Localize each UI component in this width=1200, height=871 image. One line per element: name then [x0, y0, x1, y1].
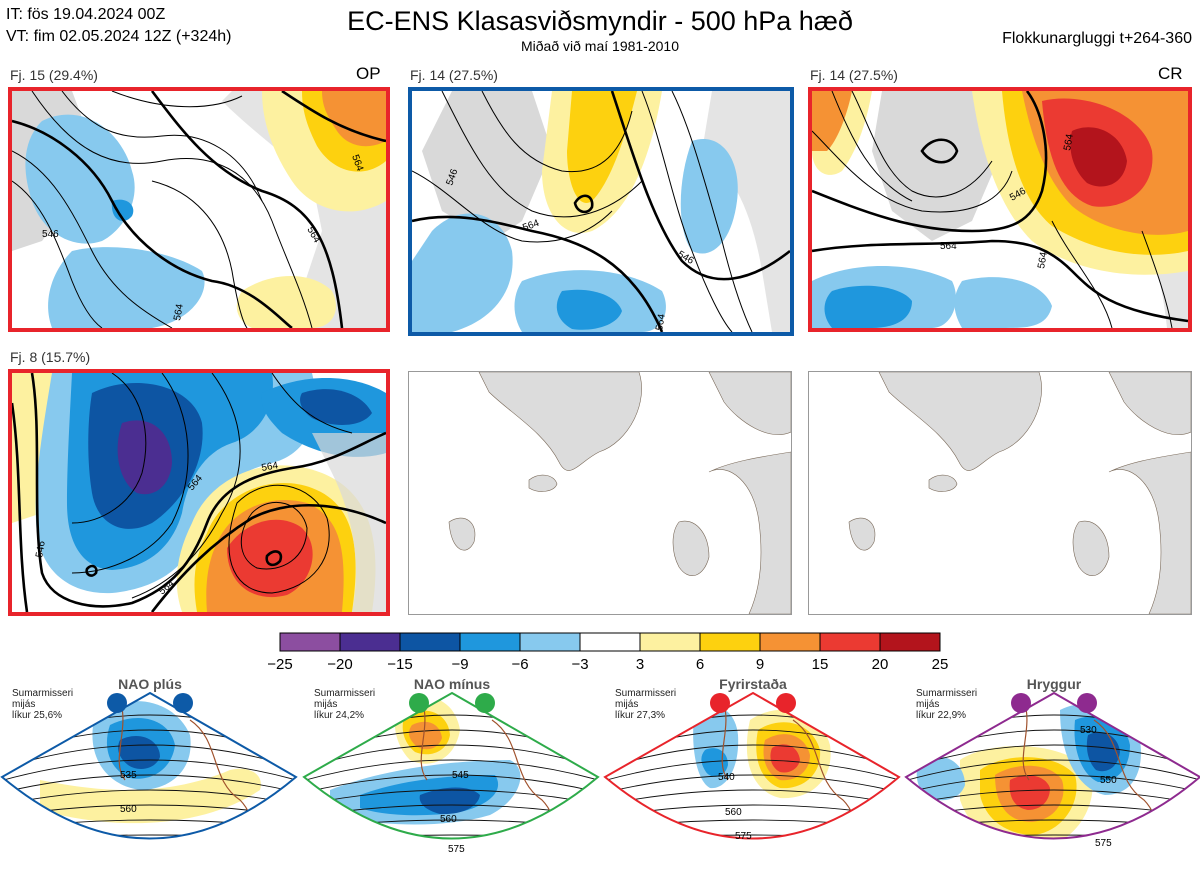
empty-map-6 — [808, 371, 1192, 615]
contour-label: 564 — [1062, 133, 1076, 152]
colorbar-tick-label: −3 — [571, 656, 589, 673]
regime-season: Sumarmisseri — [916, 688, 978, 699]
cluster-map-2: 546 564 546 564 — [408, 87, 794, 336]
regime-info: Sumarmisseri mijás líkur 25,6% — [12, 688, 73, 721]
regime-basis: mijás — [314, 699, 338, 710]
init-time: IT: fös 19.04.2024 00Z — [6, 6, 166, 23]
regime-marker-dot — [1011, 693, 1031, 713]
regime-probability: líkur 25,6% — [12, 710, 63, 721]
regime-probability: líkur 27,3% — [615, 710, 666, 721]
colorbar-tick-label: 15 — [811, 656, 829, 673]
contour-label: 564 — [940, 241, 957, 252]
regime-contour-label: 575 — [735, 831, 752, 842]
regime-probability: líkur 24,2% — [314, 710, 365, 721]
panel-1-count: Fj. 15 (29.4%) — [10, 67, 98, 83]
regime-contour-label: 560 — [725, 807, 742, 818]
regime-info: Sumarmisseri mijás líkur 27,3% — [615, 688, 676, 721]
panel-2-count: Fj. 14 (27.5%) — [410, 67, 498, 83]
regime-basis: mijás — [615, 699, 639, 710]
contour-label: 546 — [34, 540, 48, 559]
colorbar-tick-label: −15 — [387, 656, 413, 673]
regime-marker-dot — [475, 693, 495, 713]
header-times: IT: fös 19.04.2024 00Z VT: fim 02.05.202… — [6, 4, 231, 48]
colorbar-tick-label: −9 — [451, 656, 469, 673]
panel-3-regime-code: CR — [1158, 64, 1183, 83]
empty-map-5 — [408, 371, 792, 615]
regime-basis: mijás — [12, 699, 36, 710]
regime-marker-dot — [173, 693, 193, 713]
cluster-map-2-svg: 546 564 546 564 — [412, 91, 790, 332]
empty-map-6-svg — [848, 372, 1191, 614]
regime-contour-label: 535 — [120, 770, 137, 781]
colorbar-tick-label: −20 — [327, 656, 353, 673]
cluster-map-4: 546 564 564 564 — [8, 369, 390, 616]
colorbar-tick-label: −25 — [267, 656, 293, 673]
regime-season: Sumarmisseri — [615, 688, 677, 699]
empty-map-5-svg — [448, 372, 791, 614]
cluster-map-3: 546 564 564 564 — [808, 87, 1192, 332]
contour-label: 564 — [1036, 251, 1050, 270]
regime-marker-dot — [710, 693, 730, 713]
regime-contour-label: 545 — [452, 770, 469, 781]
colorbar-tick-label: 6 — [695, 656, 705, 673]
page-title: EC-ENS Klasasviðsmyndir - 500 hPa hæð — [347, 6, 853, 36]
panel-4-count: Fj. 8 (15.7%) — [10, 349, 91, 365]
regime-marker-dot — [776, 693, 796, 713]
regime-season: Sumarmisseri — [314, 688, 376, 699]
contour-label: 546 — [42, 229, 59, 240]
regime-info: Sumarmisseri mijás líkur 24,2% — [314, 688, 375, 721]
regime-name: Hryggur — [1026, 676, 1082, 692]
regime-contour-label: 575 — [1095, 838, 1112, 849]
regime-probability: líkur 22,9% — [916, 710, 967, 721]
cluster-map-3-svg: 546 564 564 564 — [812, 91, 1188, 328]
cluster-map-4-svg: 546 564 564 564 — [12, 373, 386, 612]
page-subtitle: Miðað við maí 1981-2010 — [521, 38, 679, 54]
regime-info: Sumarmisseri mijás líkur 22,9% — [916, 688, 977, 721]
contour-label: 564 — [261, 460, 280, 474]
colorbar — [279, 632, 941, 652]
regime-name: Fyrirstaða — [719, 676, 787, 692]
colorbar-tick-label: 9 — [755, 656, 765, 673]
valid-time: VT: fim 02.05.2024 12Z (+324h) — [6, 28, 232, 45]
colorbar-tick-label: 25 — [931, 656, 949, 673]
regime-basis: mijás — [916, 699, 940, 710]
colorbar-tick-label: 3 — [635, 656, 645, 673]
cluster-map-1-svg: 546 564 564 564 — [12, 91, 386, 328]
colorbar-tick-label: −6 — [511, 656, 529, 673]
colorbar-cell — [879, 632, 941, 652]
regime-contour-label: 560 — [440, 814, 457, 825]
regime-marker-dot — [107, 693, 127, 713]
regime-name: NAO mínus — [413, 676, 491, 692]
regime-season: Sumarmisseri — [12, 688, 74, 699]
regime-marker-dot — [1077, 693, 1097, 713]
regime-marker-dot — [409, 693, 429, 713]
colorbar-tick-label: 20 — [871, 656, 889, 673]
regime-contour-label: 550 — [1100, 775, 1117, 786]
panel-1-regime-code: OP — [356, 64, 381, 83]
regime-name: NAO plús — [118, 676, 182, 692]
contour-label: 564 — [172, 303, 186, 322]
regime-contour-label: 575 — [448, 844, 465, 855]
classification-window: Flokkunargluggi t+264-360 — [1002, 30, 1192, 47]
regime-contour-label: 560 — [120, 804, 137, 815]
cluster-map-1: 546 564 564 564 — [8, 87, 390, 332]
panel-3-count: Fj. 14 (27.5%) — [810, 67, 898, 83]
contour-label: 564 — [654, 313, 668, 332]
regime-contour-label: 540 — [718, 772, 735, 783]
regime-contour-label: 530 — [1080, 725, 1097, 736]
